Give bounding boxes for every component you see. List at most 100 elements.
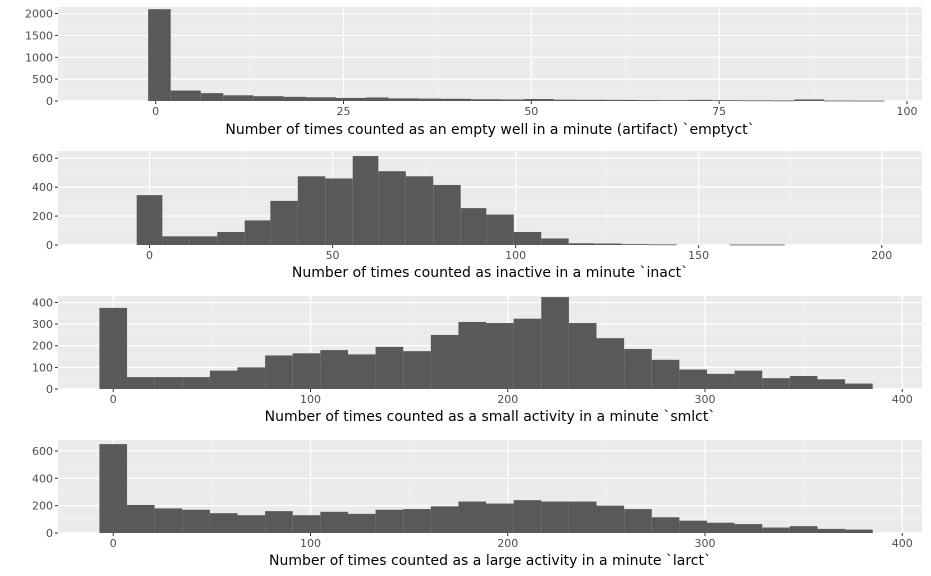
histogram-bar	[762, 378, 790, 389]
histogram-bar	[706, 522, 735, 533]
histogram-bar	[568, 501, 597, 533]
histogram-bar	[817, 528, 846, 533]
y-tick-label: 300	[32, 318, 53, 331]
x-tick-label: 0	[146, 249, 153, 262]
histogram-bar	[689, 99, 712, 101]
x-tick-label: 300	[695, 537, 716, 550]
histogram-bar	[335, 97, 367, 101]
histogram-bar	[217, 231, 245, 245]
histogram-bar	[734, 524, 763, 533]
histogram-bar	[621, 244, 650, 245]
histogram-bar	[154, 377, 183, 389]
histogram-bar	[265, 355, 293, 389]
histogram-bar	[845, 529, 873, 533]
x-axis-title: Number of times counted as inactive in a…	[292, 265, 688, 281]
histogram-bar	[624, 509, 652, 533]
histogram-bar	[596, 505, 625, 533]
histogram-bar	[762, 527, 790, 533]
histogram-bar	[305, 97, 336, 101]
panel-background	[58, 7, 922, 101]
panel-inact: 0 200 400 600 0 50 100 150 200 Number of times …	[32, 151, 922, 281]
histogram-bar	[244, 220, 271, 245]
histogram-bar	[209, 370, 238, 389]
histogram-bar	[553, 99, 577, 101]
x-tick-label: 0	[110, 537, 117, 550]
histogram-bar	[679, 520, 707, 533]
x-axis-title: Number of times counted as an empty well…	[225, 122, 754, 138]
histogram-bars	[136, 156, 785, 246]
y-tick-label: 200	[32, 500, 53, 513]
y-axis-ticks: 0 500 1000 1500 2000	[25, 8, 58, 108]
histogram-bar	[651, 359, 680, 389]
histogram-bar	[366, 97, 389, 101]
histogram-bar	[854, 100, 885, 102]
histogram-bar	[523, 99, 554, 101]
y-tick-label: 400	[32, 472, 53, 485]
histogram-bar	[265, 511, 293, 533]
histogram-bar	[375, 346, 404, 389]
panel-emptyct: 0 500 1000 1500 2000 0 25 50 75 100 Number of ti…	[25, 7, 922, 138]
histogram-bar	[352, 156, 379, 245]
x-axis-ticks: 0 100 200 300 400	[110, 533, 913, 550]
y-tick-label: 200	[32, 210, 53, 223]
histogram-bar	[794, 99, 825, 101]
histogram-bar	[347, 513, 376, 533]
histogram-bar	[651, 517, 680, 533]
histogram-bar	[711, 100, 742, 102]
x-tick-label: 100	[896, 105, 917, 118]
histogram-bar	[148, 9, 171, 101]
histogram-bar	[223, 95, 254, 101]
histogram-bar	[200, 93, 224, 101]
y-tick-label: 0	[46, 527, 53, 540]
histogram-bar	[458, 321, 487, 389]
y-tick-label: 500	[32, 73, 53, 86]
histogram-bar	[154, 508, 183, 533]
histogram-bar	[418, 98, 442, 101]
histogram-bar	[136, 195, 163, 245]
histogram-bar	[460, 208, 487, 245]
x-axis-title: Number of times counted as a large activ…	[269, 553, 711, 569]
histogram-bar	[99, 444, 128, 533]
histogram-bar	[189, 236, 218, 245]
histogram-bar	[99, 307, 128, 389]
x-axis-ticks: 0 50 100 150 200	[146, 245, 892, 262]
histogram-bars	[99, 444, 873, 533]
histogram-bar	[237, 515, 266, 533]
x-tick-label: 150	[688, 249, 709, 262]
histogram-bar	[596, 338, 625, 389]
x-tick-label: 100	[300, 537, 321, 550]
x-tick-label: 25	[336, 105, 350, 118]
histogram-bar	[209, 513, 238, 533]
histogram-bar	[297, 176, 326, 245]
histogram-bar	[845, 383, 873, 389]
histogram-bars	[99, 297, 873, 389]
histogram-bar	[347, 354, 376, 389]
x-tick-label: 100	[300, 393, 321, 406]
histogram-bar	[734, 370, 763, 389]
histogram-bar	[741, 100, 772, 102]
y-tick-label: 400	[32, 181, 53, 194]
x-axis-ticks: 0 25 50 75 100	[152, 101, 917, 118]
histogram-bar	[594, 243, 622, 245]
y-tick-label: 1000	[25, 51, 53, 64]
histogram-bar	[771, 100, 795, 102]
histogram-bar	[127, 377, 155, 389]
y-tick-label: 0	[46, 239, 53, 252]
histogram-bar	[433, 184, 461, 245]
x-tick-label: 75	[712, 105, 726, 118]
histogram-bar	[568, 243, 595, 245]
histogram-bar	[729, 244, 758, 246]
histogram-bar	[659, 100, 690, 101]
histogram-bars	[148, 9, 885, 102]
histogram-bar	[486, 214, 514, 245]
histogram-bar	[541, 238, 569, 245]
histogram-bar	[817, 379, 846, 389]
x-tick-label: 300	[695, 393, 716, 406]
histogram-bar	[649, 244, 677, 246]
histogram-bar	[127, 504, 155, 533]
histogram-bar	[325, 178, 353, 245]
x-tick-label: 200	[871, 249, 892, 262]
histogram-bar	[471, 99, 502, 101]
histogram-bar	[679, 369, 707, 389]
histogram-bar	[375, 509, 404, 533]
